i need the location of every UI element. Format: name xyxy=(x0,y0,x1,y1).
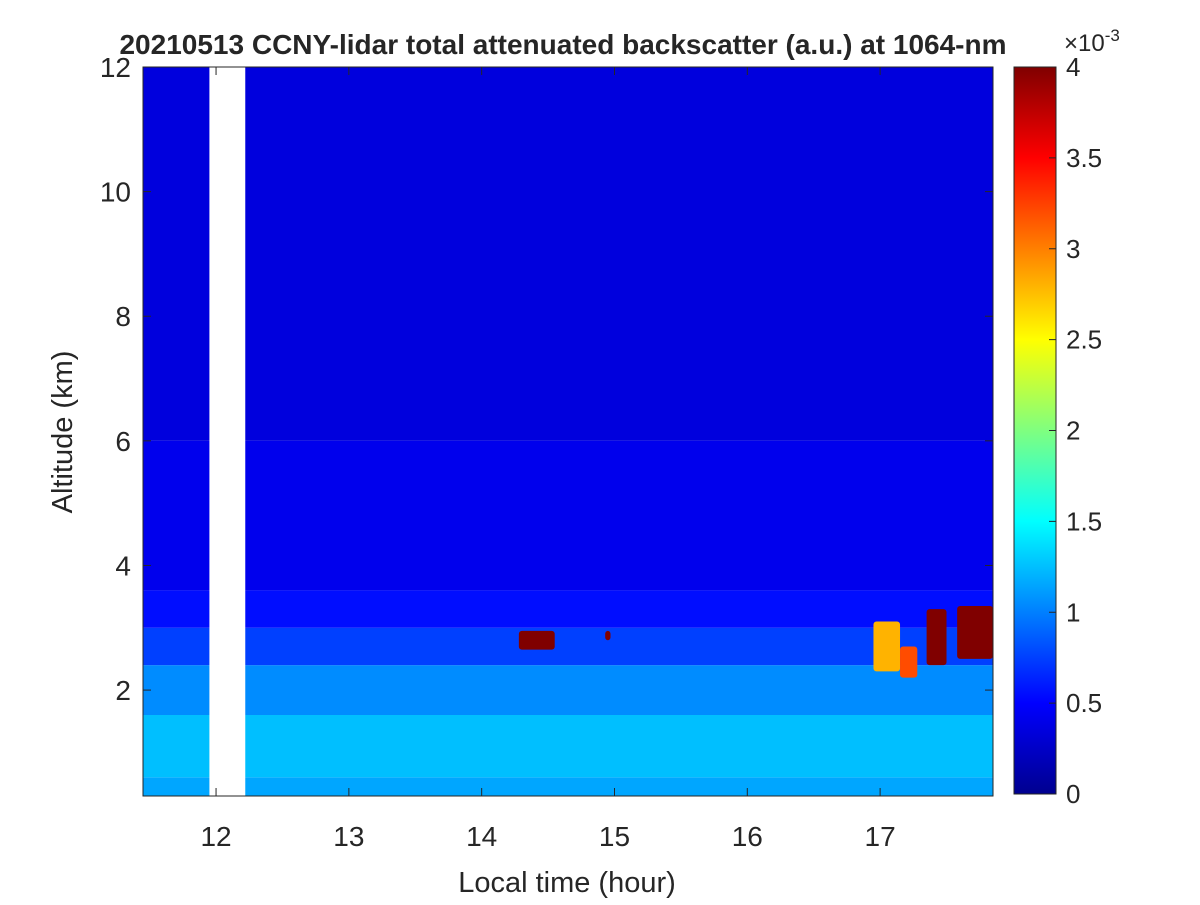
cloud-feature xyxy=(926,609,947,666)
y-tick-label: 12 xyxy=(100,52,131,83)
colorbar-exponent: ×10-3 xyxy=(1064,26,1120,57)
chart-title: 20210513 CCNY-lidar total attenuated bac… xyxy=(119,29,1006,60)
data-gap xyxy=(209,67,246,796)
backscatter-layer xyxy=(143,67,993,441)
plot-area xyxy=(143,67,993,796)
colorbar-tick-label: 2 xyxy=(1066,416,1080,446)
cloud-feature xyxy=(605,630,611,641)
backscatter-layer xyxy=(143,665,993,715)
colorbar-axis: 0 0.5 1 1.5 2 2.5 3 3.5 4 xyxy=(1049,52,1102,809)
cloud-feature xyxy=(873,621,901,672)
colorbar-tick-label: 1 xyxy=(1066,597,1080,627)
colorbar-tick-label: 0 xyxy=(1066,779,1080,809)
y-tick-label: 4 xyxy=(115,550,131,581)
x-tick-label: 15 xyxy=(599,821,630,852)
x-tick-label: 13 xyxy=(333,821,364,852)
colorbar-tick-label: 4 xyxy=(1066,52,1080,82)
backscatter-layer xyxy=(143,777,993,796)
y-tick-label: 10 xyxy=(100,177,131,208)
colorbar-tick-label: 1.5 xyxy=(1066,506,1102,536)
backscatter-layer xyxy=(143,715,993,778)
backscatter-layer xyxy=(143,590,993,628)
cloud-feature xyxy=(900,646,918,678)
y-axis-label: Altitude (km) xyxy=(47,351,79,514)
cloud-feature xyxy=(518,630,555,650)
y-tick-label: 8 xyxy=(115,301,131,332)
x-tick-label: 14 xyxy=(466,821,497,852)
plot-frame xyxy=(142,66,994,797)
y-tick-label: 6 xyxy=(115,426,131,457)
colorbar-exponent-base: ×10 xyxy=(1064,30,1105,57)
x-tick-label: 16 xyxy=(732,821,763,852)
x-tick-label: 12 xyxy=(200,821,231,852)
y-tick-label: 2 xyxy=(115,675,131,706)
colorbar-tick-label: 0.5 xyxy=(1066,688,1102,718)
colorbar-tick-label: 2.5 xyxy=(1066,325,1102,355)
backscatter-layer xyxy=(143,627,993,666)
x-tick-label: 17 xyxy=(865,821,896,852)
cloud-feature xyxy=(957,605,993,659)
colorbar-exponent-power: -3 xyxy=(1105,26,1120,45)
colorbar-tick-label: 3 xyxy=(1066,234,1080,264)
x-axis-label: Local time (hour) xyxy=(458,867,676,899)
y-axis: 2 4 6 8 10 12 xyxy=(100,52,993,706)
x-axis: 12 13 14 15 16 17 xyxy=(200,67,896,852)
colorbar-tick-label: 3.5 xyxy=(1066,143,1102,173)
backscatter-layer xyxy=(143,440,993,591)
